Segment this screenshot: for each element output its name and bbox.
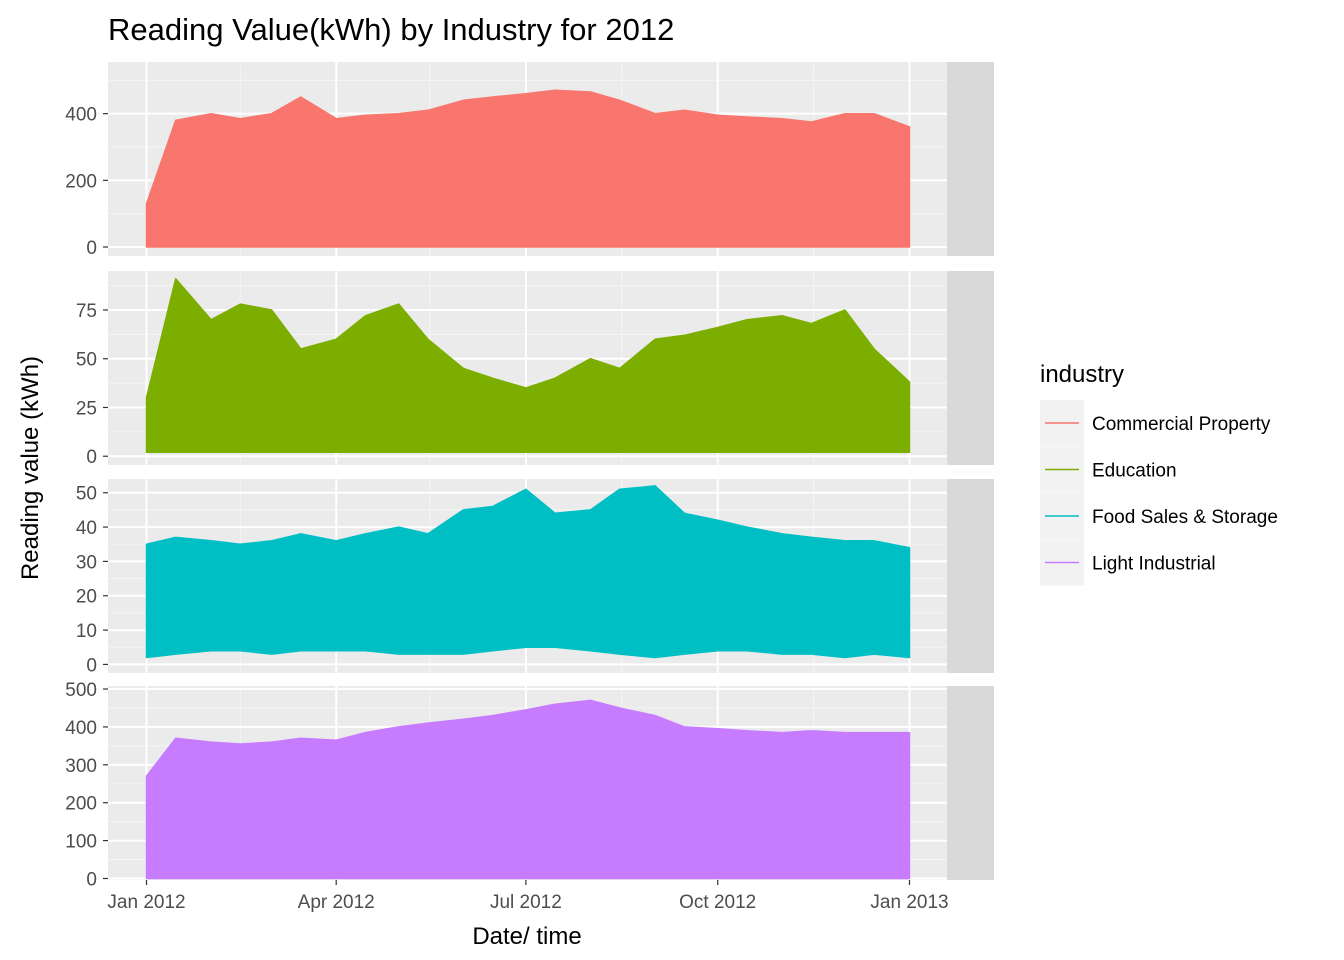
legend-label: Commercial Property (1092, 414, 1271, 435)
y-tick-label: 500 (65, 680, 97, 701)
x-tick-label: Apr 2012 (298, 892, 375, 913)
series-light-industrial (145, 699, 911, 880)
y-tick-label: 400 (65, 105, 97, 126)
panel-food-sales-storage: 01020304050Food Sales & Storage (76, 479, 994, 676)
y-axis-food-sales-storage: 0 10 20 30 40 50 (76, 484, 108, 676)
x-tick-label: Oct 2012 (679, 892, 756, 913)
y-axis-education: 0 25 50 75 (76, 301, 108, 468)
y-tick-label: 200 (65, 794, 97, 815)
x-tick-label: Jan 2013 (870, 892, 948, 913)
x-tick-label: Jul 2012 (490, 892, 562, 913)
y-tick-label: 50 (76, 350, 97, 371)
y-tick-label: 400 (65, 718, 97, 739)
y-tick-label: 10 (76, 621, 97, 642)
y-tick-label: 20 (76, 587, 97, 608)
x-tick-label: Jan 2012 (107, 892, 185, 913)
panel-commercial-property: 0200400Commercial Property (65, 62, 994, 259)
y-axis-commercial-property: 0 200 400 (65, 105, 108, 259)
y-tick-label: 40 (76, 518, 97, 539)
facet-strip (947, 686, 994, 880)
legend-items: Commercial Property Education Food Sales &… (1040, 400, 1278, 586)
chart-title: Reading Value(kWh) by Industry for 2012 (108, 12, 674, 47)
legend-label: Light Industrial (1092, 554, 1216, 575)
series-food-sales-storage (145, 485, 911, 659)
legend-item-education: Education (1040, 446, 1177, 493)
legend: industry Commercial Property Education Foo… (1040, 361, 1278, 586)
series-education (145, 278, 911, 454)
facet-panels: 0200400Commercial Property0255075Educati… (65, 62, 994, 890)
y-tick-label: 0 (86, 447, 97, 468)
facet-strip (947, 62, 994, 256)
legend-label: Food Sales & Storage (1092, 507, 1278, 528)
panel-light-industrial: 0100200300400500Light Industrial (65, 680, 994, 890)
legend-item-food-sales-storage: Food Sales & Storage (1040, 493, 1278, 539)
x-axis: Jan 2012 Apr 2012 Jul 2012 Oct 2012 Jan 2013 (107, 880, 949, 913)
y-tick-label: 25 (76, 398, 97, 419)
legend-item-light-industrial: Light Industrial (1040, 539, 1216, 586)
legend-label: Education (1092, 461, 1177, 482)
y-axis-title: Reading value (kWh) (17, 356, 44, 580)
y-tick-label: 50 (76, 484, 97, 505)
legend-item-commercial-property: Commercial Property (1040, 400, 1271, 446)
panel-education: 0255075Education (76, 271, 994, 468)
y-tick-label: 0 (86, 655, 97, 676)
x-axis-title: Date/ time (472, 923, 581, 950)
y-tick-label: 100 (65, 832, 97, 853)
y-tick-label: 0 (86, 869, 97, 890)
series-commercial-property (145, 89, 911, 248)
facet-strip (947, 479, 994, 673)
y-tick-label: 0 (86, 238, 97, 259)
y-tick-label: 30 (76, 552, 97, 573)
legend-title: industry (1040, 361, 1124, 388)
y-tick-label: 75 (76, 301, 97, 322)
y-axis-light-industrial: 0 100 200 300 400 500 (65, 680, 108, 890)
facet-strip (947, 271, 994, 465)
y-tick-label: 200 (65, 171, 97, 192)
y-tick-label: 300 (65, 756, 97, 777)
